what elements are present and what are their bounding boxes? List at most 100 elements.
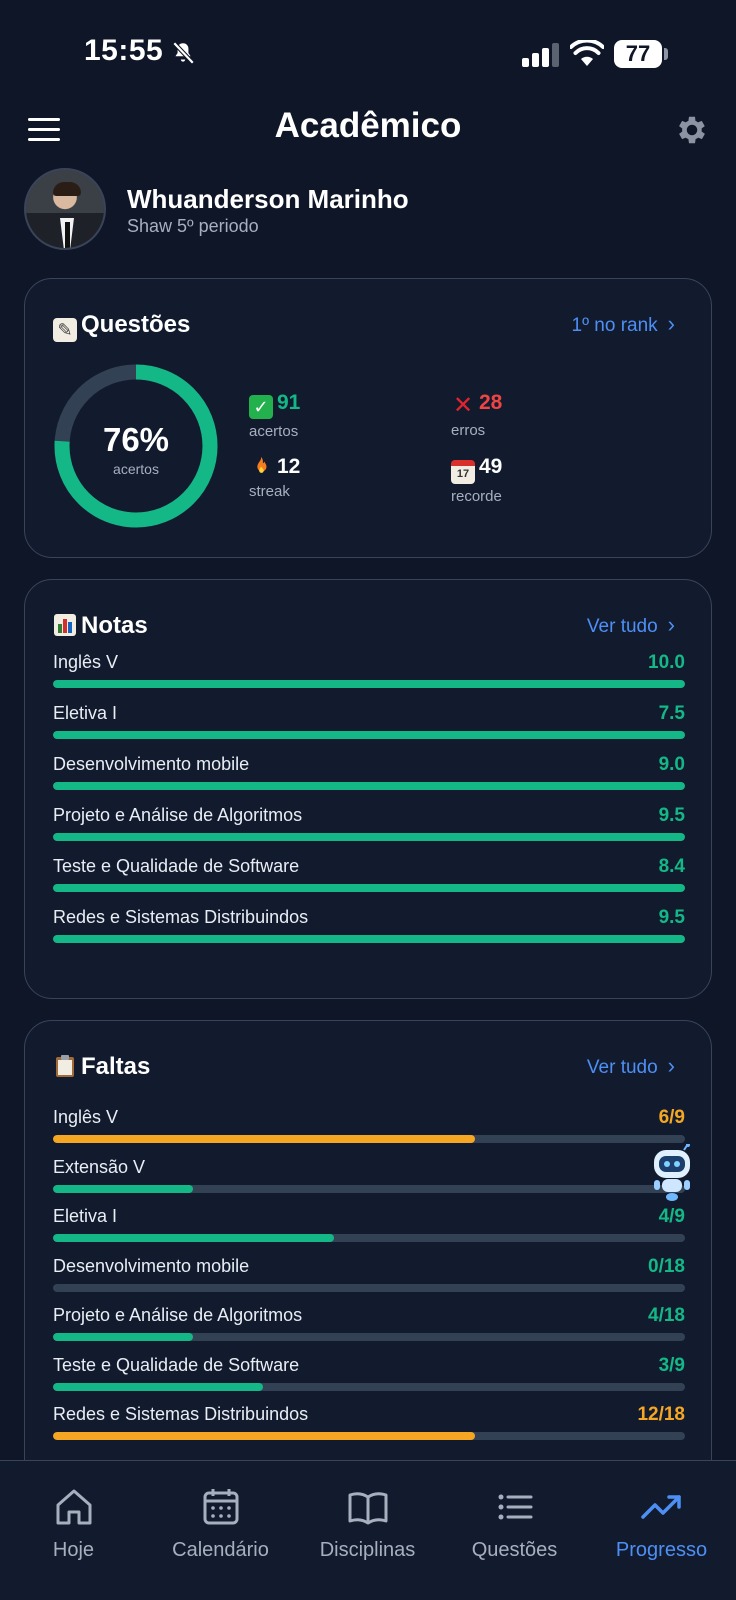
- progress-row[interactable]: Inglês V 10.0: [53, 652, 685, 692]
- notas-card: Notas Ver tudo › Inglês V 10.0 Eletiva I 7.5…: [24, 579, 712, 999]
- gear-icon[interactable]: [674, 112, 710, 148]
- trending-up-icon: [640, 1495, 681, 1519]
- progress-row[interactable]: Redes e Sistemas Distribuindos 9.5: [53, 907, 685, 947]
- row-value: 6/9: [658, 1107, 685, 1128]
- chevron-right-icon: ›: [667, 612, 675, 637]
- questoes-card: ✎ Questões 1º no rank › 76% acertos ✓ 91 ac…: [24, 278, 712, 558]
- stat-erros: ✕ 28 erros: [451, 391, 503, 439]
- row-value: 9.5: [658, 805, 685, 826]
- bottom-nav: Hoje Calendário Disciplinas Questões Pro…: [0, 1460, 736, 1600]
- progress-track: [53, 1432, 685, 1440]
- nav-calendario[interactable]: Calendário: [147, 1485, 294, 1562]
- progress-row[interactable]: Inglês V 6/9: [53, 1107, 685, 1147]
- profile-name: Whuanderson Marinho: [127, 184, 409, 214]
- progress-row[interactable]: Eletiva I 7.5: [53, 703, 685, 743]
- progress-track: [53, 1234, 685, 1242]
- row-value: 9.5: [658, 907, 685, 928]
- calendar-icon: [203, 1489, 238, 1525]
- stat-streak: 12 streak: [249, 455, 301, 500]
- robot-assistant-icon[interactable]: [648, 1144, 696, 1202]
- progress-track: [53, 1135, 685, 1143]
- progress-fill: [53, 884, 685, 892]
- nav-disciplinas[interactable]: Disciplinas: [294, 1485, 441, 1562]
- row-label: Redes e Sistemas Distribuindos: [53, 1404, 309, 1424]
- app-header: Acadêmico: [0, 100, 736, 160]
- progress-fill: [53, 1432, 475, 1440]
- progress-track: [53, 1283, 685, 1292]
- progress-track: [53, 731, 685, 739]
- bell-off-icon: [172, 41, 195, 65]
- row-label: Desenvolvimento mobile: [53, 754, 250, 774]
- row-value: 9.0: [658, 754, 685, 775]
- progress-row[interactable]: Projeto e Análise de Algoritmos 4/18: [53, 1305, 685, 1345]
- row-label: Inglês V: [53, 652, 119, 672]
- profile-subtitle: Shaw 5º periodo: [127, 216, 259, 236]
- progress-row[interactable]: Teste e Qualidade de Software 8.4: [53, 856, 685, 896]
- notas-title: Notas: [53, 612, 148, 640]
- memo-icon: ✎: [53, 318, 77, 342]
- progress-row[interactable]: Projeto e Análise de Algoritmos 9.5: [53, 805, 685, 845]
- clipboard-icon: [53, 1054, 77, 1078]
- row-label: Teste e Qualidade de Software: [53, 1354, 300, 1375]
- progress-fill: [53, 833, 685, 841]
- stat-acertos: ✓ 91 acertos: [249, 391, 301, 440]
- cross-icon: ✕: [452, 392, 474, 419]
- row-value: 0/18: [648, 1255, 685, 1277]
- faltas-card: Faltas Ver tudo › Inglês V 6/9 Extensão V El…: [24, 1020, 712, 1500]
- progress-row[interactable]: Desenvolvimento mobile 0/18: [53, 1256, 685, 1296]
- progress-track: [53, 935, 685, 943]
- row-label: Eletiva I: [53, 703, 118, 723]
- row-label: Teste e Qualidade de Software: [53, 856, 300, 876]
- notas-ver-tudo-link[interactable]: Ver tudo ›: [586, 612, 675, 637]
- battery-indicator: 77: [614, 40, 662, 68]
- row-label: Desenvolvimento mobile: [53, 1255, 250, 1276]
- progress-fill: [53, 1333, 194, 1341]
- progress-row[interactable]: Teste e Qualidade de Software 3/9: [53, 1355, 685, 1395]
- battery-cap: [664, 48, 668, 60]
- row-label: Inglês V: [53, 1107, 119, 1127]
- chevron-right-icon: ›: [667, 1053, 675, 1078]
- book-icon: [348, 1492, 387, 1525]
- rank-link[interactable]: 1º no rank ›: [571, 311, 676, 336]
- progress-fill: [53, 1184, 194, 1193]
- row-label: Projeto e Análise de Algoritmos: [53, 805, 303, 825]
- faltas-title: Faltas: [53, 1053, 150, 1081]
- row-value: 8.4: [658, 856, 685, 877]
- progress-fill: [53, 782, 685, 790]
- stat-recorde: 17 49 recorde: [451, 455, 503, 505]
- status-bar: 15:55 77: [0, 0, 736, 100]
- hamburger-menu-icon[interactable]: [28, 118, 60, 142]
- progress-row[interactable]: Desenvolvimento mobile 9.0: [53, 754, 685, 794]
- cellular-signal-icon: [522, 43, 559, 67]
- progress-track: [53, 1184, 685, 1193]
- faltas-ver-tudo-link[interactable]: Ver tudo ›: [586, 1053, 675, 1078]
- bar-chart-icon: [53, 613, 77, 637]
- home-icon: [56, 1489, 91, 1525]
- row-value: 7.5: [658, 703, 685, 724]
- row-value: 4/9: [658, 1206, 685, 1227]
- row-value: 3/9: [658, 1354, 685, 1376]
- status-time: 15:55: [84, 34, 164, 67]
- progress-fill: [53, 1382, 264, 1391]
- accuracy-ring: [54, 364, 218, 528]
- nav-progresso[interactable]: Progresso: [588, 1485, 735, 1562]
- avatar[interactable]: [24, 168, 106, 250]
- progress-track: [53, 680, 685, 688]
- check-icon: ✓: [249, 395, 273, 419]
- page-title: Acadêmico: [274, 106, 462, 145]
- row-label: Projeto e Análise de Algoritmos: [53, 1305, 303, 1325]
- progress-fill: [53, 1135, 475, 1143]
- row-value: 10.0: [648, 652, 685, 673]
- progress-row[interactable]: Redes e Sistemas Distribuindos 12/18: [53, 1404, 685, 1444]
- progress-row[interactable]: Eletiva I 4/9: [53, 1206, 685, 1246]
- accuracy-percent: 76%: [102, 421, 170, 458]
- calendar-icon: 17: [451, 460, 475, 484]
- row-label: Redes e Sistemas Distribuindos: [53, 907, 309, 927]
- progress-row[interactable]: Extensão V: [53, 1157, 685, 1197]
- nav-hoje[interactable]: Hoje: [0, 1485, 147, 1562]
- nav-questoes[interactable]: Questões: [441, 1485, 588, 1562]
- progress-track: [53, 1333, 685, 1341]
- accuracy-label: acertos: [113, 461, 159, 477]
- wifi-icon: [570, 40, 604, 66]
- chevron-right-icon: ›: [667, 311, 675, 336]
